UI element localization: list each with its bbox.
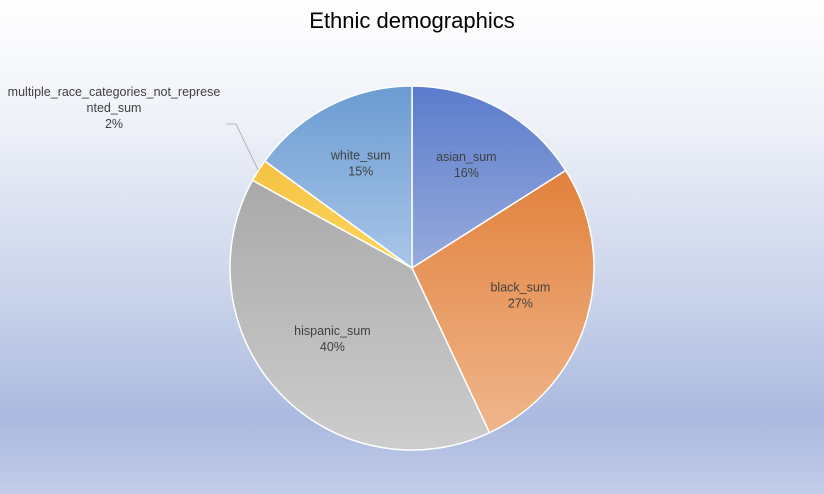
leader-lines bbox=[226, 123, 259, 171]
slice-labels: asian_sum 16% black_sum 27% hispanic_sum 40% m… bbox=[8, 85, 551, 354]
leader-line-multiple-race-categories-not-represented-sum bbox=[226, 123, 259, 171]
slice-label-asian-sum: asian_sum 16% bbox=[436, 150, 496, 180]
pie-slice-black-sum bbox=[411, 169, 595, 434]
pie-slices bbox=[229, 85, 595, 451]
slice-label-hispanic-sum: hispanic_sum 40% bbox=[294, 324, 370, 354]
slice-label-black-sum: black_sum 27% bbox=[490, 280, 550, 310]
chart-title: Ethnic demographics bbox=[309, 8, 515, 33]
slice-label-white-sum: white_sum 15% bbox=[330, 148, 391, 178]
pie-slice-hispanic-sum bbox=[229, 179, 491, 451]
pie-slice-asian-sum bbox=[411, 85, 567, 270]
slice-label-multiple-race-categories-not-represented-sum: multiple_race_categories_not_represe nted… bbox=[8, 85, 221, 131]
pie-slice-white-sum bbox=[263, 85, 413, 270]
